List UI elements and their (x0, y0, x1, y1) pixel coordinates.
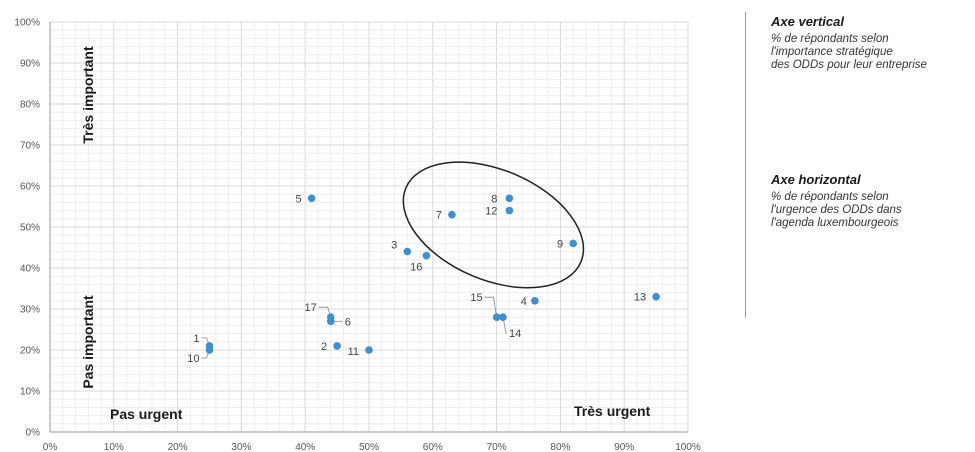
data-point-16 (422, 251, 431, 260)
point-label-13: 13 (634, 292, 646, 304)
highlight-ellipse (402, 161, 585, 289)
data-point-4 (531, 297, 539, 305)
quadrant-label-pas-urgent: Pas urgent (110, 406, 183, 422)
point-label-2: 2 (321, 341, 327, 353)
y-tick-label: 30% (20, 305, 40, 316)
y-tick-label: 60% (20, 182, 40, 193)
vertical-axis-legend-line-1: % de répondants selon (771, 33, 889, 45)
x-tick-label: 70% (487, 442, 507, 452)
point-label-16: 16 (410, 262, 422, 274)
point-label-17: 17 (304, 302, 316, 314)
y-tick-label: 80% (20, 100, 40, 111)
data-point-17 (326, 313, 335, 322)
quadrant-label-pas-important: Pas important (80, 295, 96, 389)
y-tick-label: 40% (20, 264, 40, 275)
horizontal-axis-legend-line-3: l'agenda luxembourgeois (771, 217, 899, 229)
y-tick-label: 70% (20, 141, 40, 152)
data-point-2 (333, 342, 341, 350)
x-tick-label: 0% (43, 442, 58, 452)
horizontal-axis-legend-line-1: % de répondants selon (771, 191, 889, 203)
point-label-4: 4 (521, 296, 527, 308)
data-point-3 (403, 247, 412, 256)
point-label-10: 10 (187, 353, 199, 365)
data-point-12 (505, 206, 514, 215)
point-label-15: 15 (470, 292, 482, 304)
point-label-8: 8 (491, 193, 497, 205)
point-label-12: 12 (485, 206, 497, 218)
x-tick-label: 80% (550, 442, 570, 452)
point-label-9: 9 (557, 238, 563, 250)
chart-grid (49, 21, 689, 433)
data-points (205, 194, 660, 354)
y-tick-label: 10% (20, 387, 40, 398)
data-point-14 (499, 313, 507, 322)
quadrant-label-tres-important: Très important (80, 46, 96, 144)
x-tick-label: 50% (359, 442, 379, 452)
leader-line-15 (484, 296, 497, 318)
point-label-6: 6 (345, 316, 351, 328)
point-label-5: 5 (295, 193, 301, 205)
data-point-5 (307, 194, 316, 203)
leader-line-14 (502, 317, 507, 334)
x-tick-label: 100% (675, 442, 701, 452)
vertical-axis-legend-title: Axe vertical (771, 14, 844, 29)
y-tick-label: 0% (26, 428, 41, 439)
data-point-9 (569, 239, 577, 248)
horizontal-axis-legend: Axe horizontal % de répondants selon l'u… (771, 172, 975, 230)
axis-legend-panel: Axe vertical % de répondants selon l'imp… (745, 12, 975, 317)
data-point-10 (205, 346, 214, 354)
scatter-chart: 0% 10% 20% 30% 40% 50% 60% 70% 80% 90% 100% 0% 10% 20… (14, 18, 700, 452)
point-label-11: 11 (348, 346, 359, 358)
x-tick-label: 20% (168, 442, 188, 452)
vertical-axis-legend-line-3: des ODDs pour leur entreprise (771, 59, 927, 71)
data-point-7 (448, 210, 456, 219)
x-tick-label: 30% (231, 442, 251, 452)
y-tick-label: 100% (14, 18, 40, 29)
data-point-15 (492, 313, 501, 322)
y-tick-label: 20% (20, 346, 40, 357)
vertical-axis-legend-line-2: l'importance stratégique (771, 46, 893, 58)
y-tick-label: 50% (20, 223, 40, 234)
point-label-7: 7 (436, 210, 442, 222)
point-label-14: 14 (509, 328, 521, 340)
data-point-8 (505, 194, 514, 203)
quadrant-label-tres-urgent: Très urgent (574, 403, 651, 419)
point-label-3: 3 (391, 240, 397, 252)
horizontal-axis-legend-line-2: l'urgence des ODDs dans (771, 204, 902, 216)
horizontal-axis-legend-title: Axe horizontal (771, 172, 861, 187)
data-point-11 (365, 346, 373, 354)
point-label-1: 1 (193, 333, 199, 345)
x-tick-label: 40% (295, 442, 315, 452)
chart-axes (49, 22, 688, 433)
quadrant-labels: Très important Pas important Pas urgent … (80, 46, 651, 422)
vertical-axis-legend: Axe vertical % de répondants selon l'imp… (771, 14, 975, 72)
x-tick-label: 10% (104, 442, 124, 452)
x-tick-label: 60% (423, 442, 443, 452)
y-tick-label: 90% (20, 59, 40, 70)
tick-labels: 0% 10% 20% 30% 40% 50% 60% 70% 80% 90% 100% 0% 10% 20… (14, 18, 700, 452)
data-point-13 (652, 292, 660, 301)
x-tick-label: 90% (614, 442, 634, 452)
